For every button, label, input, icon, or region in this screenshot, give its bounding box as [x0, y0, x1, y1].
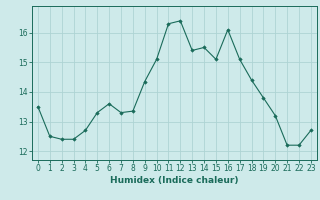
X-axis label: Humidex (Indice chaleur): Humidex (Indice chaleur): [110, 176, 239, 185]
